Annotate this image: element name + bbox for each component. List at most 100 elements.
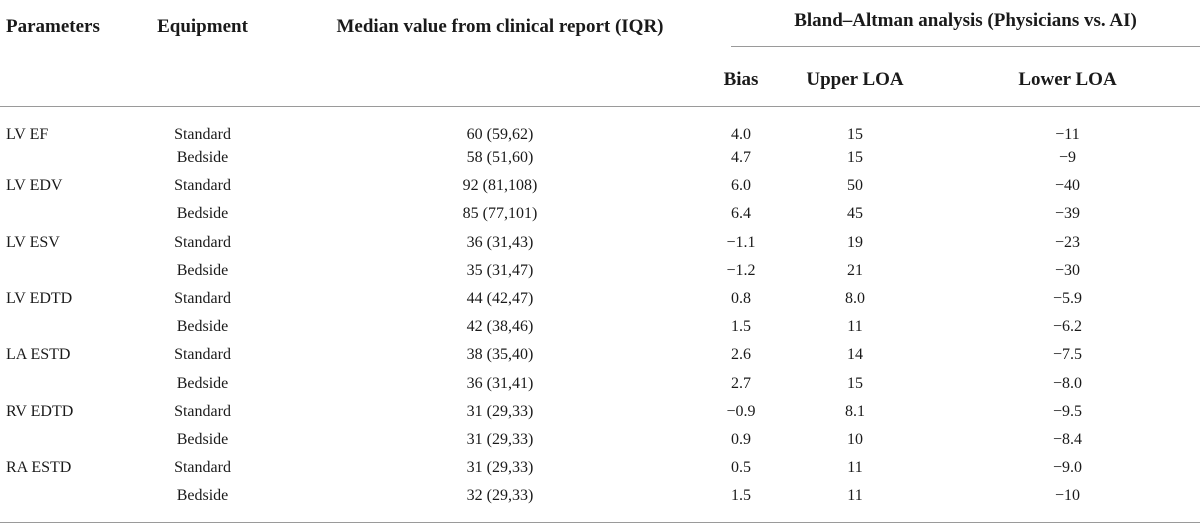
header-blank-3 (285, 54, 715, 107)
cell-parameter: LV EDV (6, 177, 63, 195)
cell-equipment: Bedside (176, 318, 229, 336)
cell-equipment: Bedside (176, 374, 229, 392)
header-equipment: Equipment (157, 16, 248, 37)
cell-median: 42 (38,46) (466, 318, 534, 336)
table-row: Bedside 85 (77,101) 6.4 45 −39 (0, 200, 1200, 228)
table-row: Bedside 32 (29,33) 1.5 11 −10 (0, 482, 1200, 510)
header-row-primary: Parameters Equipment Median value from c… (0, 0, 1200, 54)
table-bottom-rule (0, 510, 1200, 523)
table-row: Bedside 36 (31,41) 2.7 15 −8.0 (0, 370, 1200, 398)
cell-equipment: Bedside (176, 261, 229, 279)
cell-median: 60 (59,62) (466, 126, 534, 143)
cell-lower-loa: −9 (1058, 149, 1077, 167)
table-header: Parameters Equipment Median value from c… (0, 0, 1200, 107)
cell-median: 38 (35,40) (466, 346, 534, 364)
table-row: LV EF Standard 60 (59,62) 4.0 15 −11 (0, 107, 1200, 145)
cell-median: 92 (81,108) (462, 177, 538, 195)
cell-bias: 4.0 (731, 126, 751, 143)
cell-upper-loa: 45 (847, 205, 863, 223)
cell-parameter: LA ESTD (6, 346, 71, 364)
cell-bias: −1.2 (726, 261, 756, 279)
cell-equipment: Standard (174, 233, 231, 251)
cell-parameter (0, 144, 120, 172)
cell-lower-loa: −8.4 (1052, 430, 1083, 448)
header-median: Median value from clinical report (IQR) (336, 16, 664, 37)
table-row: Bedside 31 (29,33) 0.9 10 −8.4 (0, 426, 1200, 454)
cell-median: 85 (77,101) (462, 205, 538, 223)
cell-bias: −1.1 (726, 233, 756, 251)
table-row: LA ESTD Standard 38 (35,40) 2.6 14 −7.5 (0, 341, 1200, 369)
header-blank-2 (120, 54, 285, 107)
cell-median: 31 (29,33) (466, 402, 534, 420)
cell-lower-loa: −5.9 (1052, 290, 1083, 308)
cell-upper-loa: 15 (847, 374, 863, 392)
cell-lower-loa: −11 (1055, 126, 1080, 143)
cell-parameter (0, 313, 120, 341)
cell-lower-loa: −40 (1054, 177, 1081, 195)
cell-bias: 6.0 (731, 177, 751, 195)
cell-lower-loa: −9.0 (1052, 459, 1083, 477)
cell-bias: 6.4 (731, 205, 751, 223)
cell-parameter: RA ESTD (6, 459, 72, 477)
cell-equipment: Standard (174, 177, 231, 195)
cell-median: 31 (29,33) (466, 459, 534, 477)
cell-parameter (0, 426, 120, 454)
cell-upper-loa: 21 (847, 261, 863, 279)
cell-lower-loa: −23 (1054, 233, 1081, 251)
header-parameters: Parameters (6, 16, 100, 37)
header-bland-altman: Bland–Altman analysis (Physicians vs. AI… (715, 0, 1200, 54)
cell-upper-loa: 8.1 (845, 402, 865, 420)
cell-equipment: Bedside (176, 149, 229, 167)
table-row: Bedside 35 (31,47) −1.2 21 −30 (0, 257, 1200, 285)
cell-upper-loa: 10 (847, 430, 863, 448)
cell-lower-loa: −39 (1054, 205, 1081, 223)
cell-lower-loa: −6.2 (1052, 318, 1083, 336)
cell-lower-loa: −30 (1054, 261, 1081, 279)
cell-lower-loa: −10 (1054, 487, 1081, 505)
cell-median: 36 (31,43) (466, 233, 534, 251)
cell-upper-loa: 15 (847, 126, 863, 143)
cell-lower-loa: −9.5 (1052, 402, 1083, 420)
cell-median: 36 (31,41) (466, 374, 534, 392)
cell-parameter (0, 200, 120, 228)
cell-bias: 0.5 (731, 459, 751, 477)
cell-upper-loa: 19 (847, 233, 863, 251)
cell-upper-loa: 8.0 (845, 290, 865, 308)
header-blank-1 (0, 54, 120, 107)
cell-upper-loa: 14 (847, 346, 863, 364)
cell-parameter (0, 370, 120, 398)
header-upper-loa: Upper LOA (775, 54, 935, 107)
table-row: RA ESTD Standard 31 (29,33) 0.5 11 −9.0 (0, 454, 1200, 482)
table-row: Bedside 42 (38,46) 1.5 11 −6.2 (0, 313, 1200, 341)
cell-median: 44 (42,47) (466, 290, 534, 308)
cell-upper-loa: 11 (847, 459, 863, 477)
cell-upper-loa: 15 (847, 149, 863, 167)
table-row: LV EDTD Standard 44 (42,47) 0.8 8.0 −5.9 (0, 285, 1200, 313)
cell-bias: 1.5 (731, 487, 751, 505)
cell-equipment: Bedside (176, 205, 229, 223)
cell-bias: 2.6 (731, 346, 751, 364)
cell-equipment: Bedside (176, 487, 229, 505)
cell-parameter: LV EDTD (6, 290, 73, 308)
cell-lower-loa: −8.0 (1052, 374, 1083, 392)
header-lower-loa: Lower LOA (935, 54, 1200, 107)
header-bias: Bias (715, 54, 775, 107)
cell-median: 31 (29,33) (466, 430, 534, 448)
table-row: LV ESV Standard 36 (31,43) −1.1 19 −23 (0, 229, 1200, 257)
table-row: RV EDTD Standard 31 (29,33) −0.9 8.1 −9.… (0, 398, 1200, 426)
cell-lower-loa: −7.5 (1052, 346, 1083, 364)
cell-upper-loa: 11 (847, 487, 863, 505)
cell-parameter (0, 482, 120, 510)
cell-parameter (0, 257, 120, 285)
cell-equipment: Standard (174, 459, 231, 477)
cell-median: 32 (29,33) (466, 487, 534, 505)
cell-bias: −0.9 (726, 402, 756, 420)
cell-median: 35 (31,47) (466, 261, 534, 279)
cell-equipment: Standard (174, 346, 231, 364)
cell-bias: 0.9 (731, 430, 751, 448)
cell-bias: 4.7 (731, 149, 751, 167)
cell-parameter: LV ESV (6, 233, 60, 251)
cell-bias: 1.5 (731, 318, 751, 336)
cell-equipment: Standard (174, 290, 231, 308)
